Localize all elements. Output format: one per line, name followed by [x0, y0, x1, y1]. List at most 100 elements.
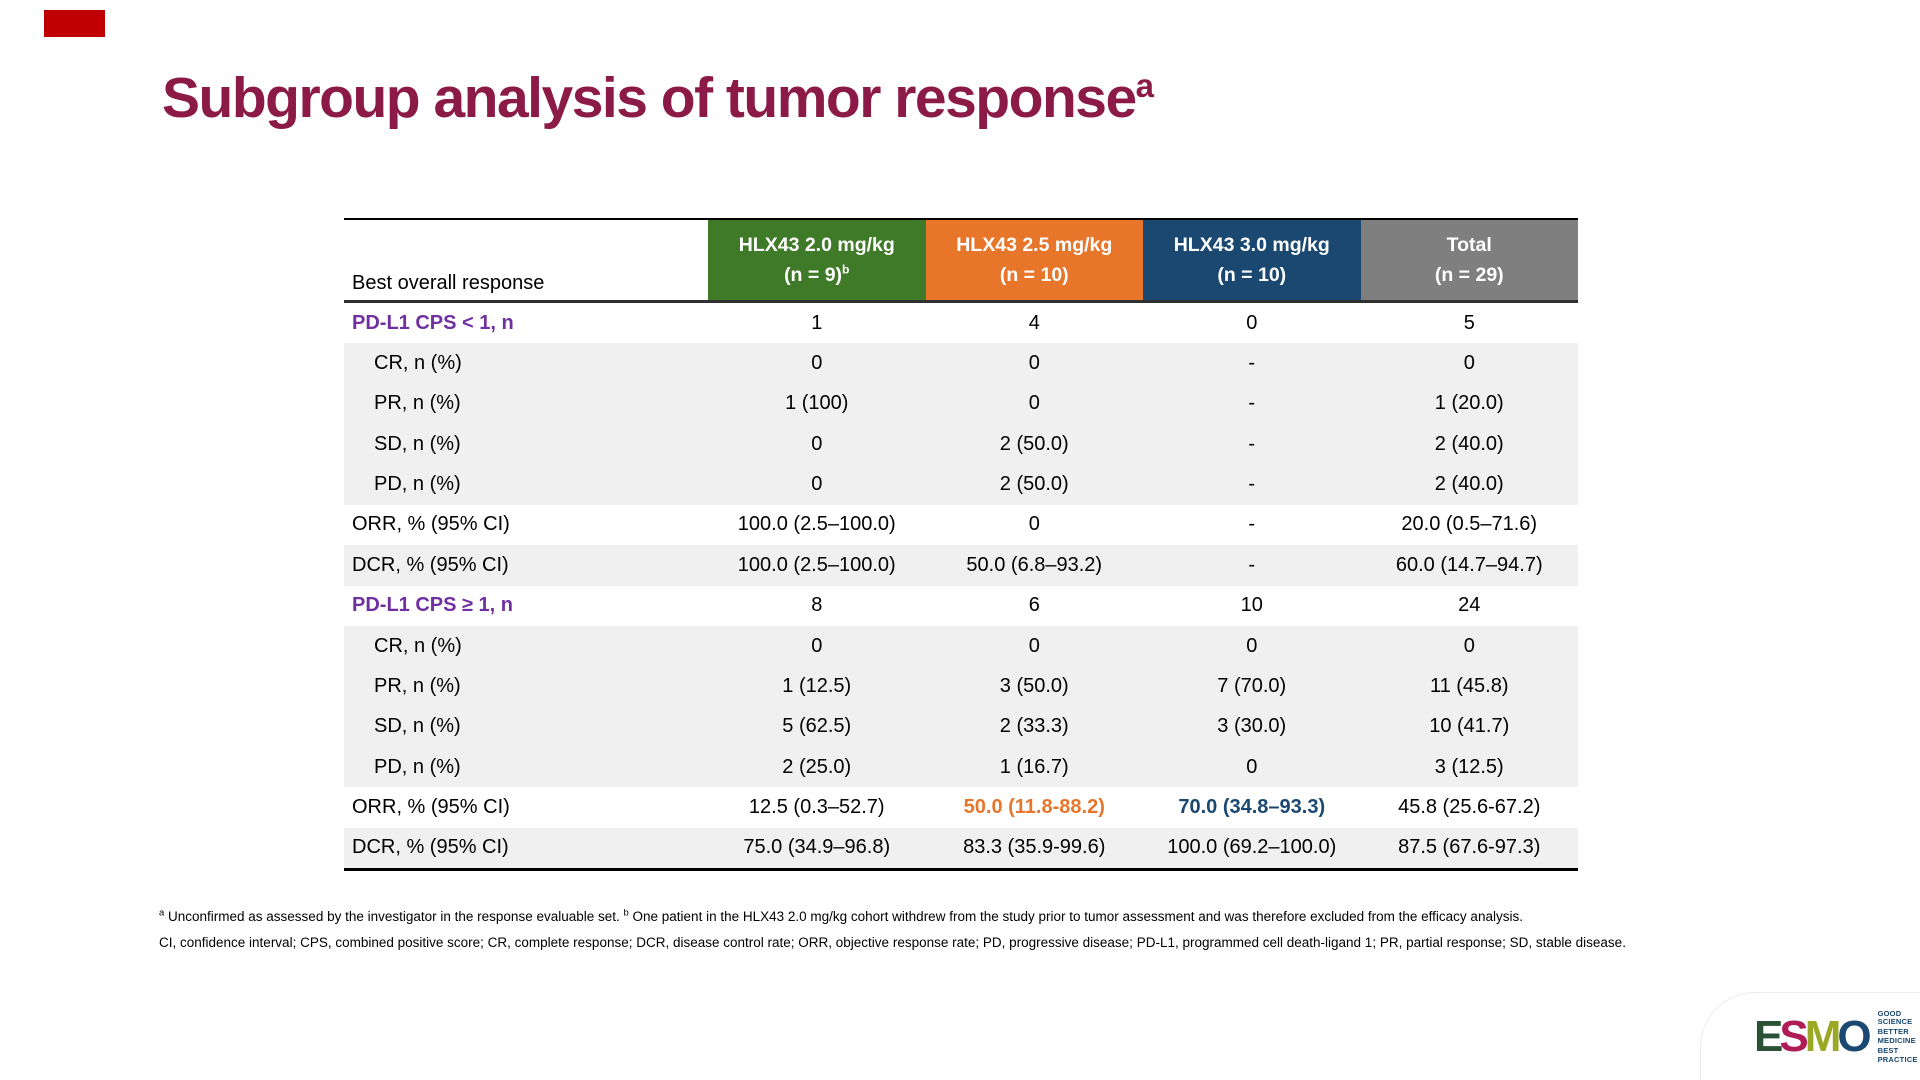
table-cell: 2 (40.0): [1434, 432, 1504, 455]
table-cell: 10 (41.7): [1429, 715, 1510, 738]
table-cell: 0: [1463, 634, 1475, 657]
row-label: DCR, % (95% CI): [352, 836, 509, 859]
row-label: PD-L1 CPS ≥ 1, n: [352, 594, 514, 617]
table-cell: 0: [811, 473, 823, 496]
table-cell: 4: [1028, 311, 1040, 334]
esmo-tagline-line: BETTER MEDICINE: [1877, 1027, 1916, 1045]
table-row: PD, n (%) 0 2 (50.0) - 2 (40.0): [344, 464, 1578, 505]
row-label: CR, n (%): [374, 634, 462, 657]
table-cell: -: [1248, 553, 1256, 576]
row-label: ORR, % (95% CI): [352, 795, 510, 818]
row-label: PR, n (%): [374, 392, 461, 415]
table-cell: -: [1248, 432, 1256, 455]
column-header-title: HLX43 3.0 mg/kg: [1173, 233, 1330, 256]
table-cell: 70.0 (34.8–93.3): [1178, 795, 1326, 818]
row-label: PR, n (%): [374, 674, 461, 697]
esmo-logo: ESMO GOOD SCIENCE BETTER MEDICINE BEST PRA…: [1754, 1008, 1920, 1066]
decoration-red-badge: [44, 10, 105, 37]
esmo-tagline-line: GOOD SCIENCE: [1877, 1008, 1913, 1027]
table-cell: 11 (45.8): [1429, 674, 1509, 697]
row-label: PD, n (%): [374, 755, 461, 778]
table-row: DCR, % (95% CI) 75.0 (34.9–96.8) 83.3 (35.…: [344, 827, 1578, 869]
column-header: HLX43 2.0 mg/kg (n = 9)b: [708, 220, 926, 300]
footnote-2: CI, confidence interval; CPS, combined p…: [159, 935, 1626, 950]
row-label: PD-L1 CPS < 1, n: [352, 311, 514, 334]
column-header-title: HLX43 2.0 mg/kg: [738, 233, 895, 256]
table-row: DCR, % (95% CI) 100.0 (2.5–100.0) 50.0 (6.…: [344, 545, 1578, 586]
table-cell: 24: [1458, 594, 1481, 617]
table-cell: 60.0 (14.7–94.7): [1395, 553, 1543, 576]
table-cell: 7 (70.0): [1217, 674, 1287, 697]
logo-card: [1700, 992, 1920, 1080]
esmo-letter: O: [1837, 1011, 1871, 1061]
table-cell: -: [1248, 473, 1256, 496]
table-cell: 20.0 (0.5–71.6): [1401, 513, 1538, 536]
table-row: ORR, % (95% CI) 12.5 (0.3–52.7) 50.0 (11.8…: [344, 787, 1578, 828]
table-cell: 5 (62.5): [782, 715, 852, 738]
footnote-1: a Unconfirmed as assessed by the investi…: [159, 907, 1523, 924]
row-label: ORR, % (95% CI): [352, 513, 510, 536]
table-cell: 2 (50.0): [999, 473, 1069, 496]
table-cell: 2 (40.0): [1434, 473, 1504, 496]
table-body: PD-L1 CPS < 1, n 1 4 0 5 CR, n (%) 0 0 - 0 PR, n (…: [344, 303, 1578, 869]
table-row: SD, n (%) 0 2 (50.0) - 2 (40.0): [344, 424, 1578, 465]
esmo-logo-letters: ESMO: [1754, 1011, 1872, 1061]
table-cell: 0: [1246, 755, 1258, 778]
esmo-letter: S: [1779, 1011, 1808, 1061]
table-cell: 100.0 (69.2–100.0): [1167, 836, 1337, 859]
table-cell: 1 (16.7): [999, 755, 1069, 778]
column-header-title: Total: [1446, 233, 1492, 256]
table-cell: 1: [811, 311, 823, 334]
table-cell: 0: [1246, 311, 1258, 334]
table-cell: -: [1248, 513, 1256, 536]
table-cell: 3 (30.0): [1217, 715, 1287, 738]
table-row: PD, n (%) 2 (25.0) 1 (16.7) 0 3 (12.5): [344, 746, 1578, 788]
esmo-letter: E: [1754, 1011, 1783, 1061]
table-row: PR, n (%) 1 (12.5) 3 (50.0) 7 (70.0) 11 (45.…: [344, 666, 1578, 707]
table-row: PD-L1 CPS < 1, n 1 4 0 5: [344, 303, 1578, 344]
row-label: CR, n (%): [374, 352, 462, 375]
table-cell: 0: [1246, 634, 1258, 657]
slide-title: Subgroup analysis of tumor responsea: [162, 66, 1154, 132]
row-label: PD, n (%): [374, 473, 461, 496]
esmo-letter: M: [1804, 1011, 1842, 1061]
table-cell: -: [1248, 392, 1256, 415]
table-cell: 2 (25.0): [782, 755, 852, 778]
table-cell: 50.0 (11.8-88.2): [963, 795, 1105, 818]
column-header-subtitle: (n = 9)b: [784, 262, 850, 286]
table-cell: 8: [811, 594, 823, 617]
table-cell: 87.5 (67.6-97.3): [1398, 836, 1541, 859]
table-cell: 0: [1463, 352, 1475, 375]
table-row: CR, n (%) 0 0 - 0: [344, 343, 1578, 384]
row-label: SD, n (%): [374, 715, 461, 738]
table-cell: 0: [1028, 513, 1040, 536]
table-cell: 0: [1028, 392, 1040, 415]
table-cell: 45.8 (25.6-67.2): [1398, 795, 1541, 818]
table-row: PD-L1 CPS ≥ 1, n 8 6 10 24: [344, 585, 1578, 626]
table-cell: 0: [811, 352, 823, 375]
table-cell: 2 (33.3): [999, 715, 1069, 738]
table-cell: 2 (50.0): [999, 432, 1069, 455]
table-cell: 83.3 (35.9-99.6): [963, 836, 1106, 859]
row-label: DCR, % (95% CI): [352, 553, 509, 576]
row-header-label: Best overall response: [344, 220, 708, 300]
column-header-subtitle: (n = 10): [999, 264, 1069, 286]
table-cell: 6: [1028, 594, 1040, 617]
table-cell: 100.0 (2.5–100.0): [737, 553, 896, 576]
esmo-logo-tagline: GOOD SCIENCE BETTER MEDICINE BEST PRACTICE: [1878, 1008, 1920, 1066]
column-header-subtitle: (n = 29): [1434, 264, 1504, 286]
table-cell: 0: [1028, 634, 1040, 657]
response-table: Best overall response HLX43 2.0 mg/kg (n …: [344, 218, 1578, 871]
slide-title-superscript: a: [1135, 68, 1154, 105]
column-header: HLX43 3.0 mg/kg (n = 10): [1143, 220, 1361, 300]
table-cell: -: [1248, 352, 1256, 375]
table-cell: 10: [1240, 594, 1263, 617]
table-cell: 0: [1028, 352, 1040, 375]
table-cell: 50.0 (6.8–93.2): [966, 553, 1103, 576]
column-header: HLX43 2.5 mg/kg (n = 10): [925, 220, 1143, 300]
table-header-row: Best overall response HLX43 2.0 mg/kg (n …: [344, 220, 1578, 303]
table-cell: 5: [1463, 311, 1475, 334]
table-cell: 0: [811, 432, 823, 455]
table-cell: 12.5 (0.3–52.7): [748, 795, 885, 818]
